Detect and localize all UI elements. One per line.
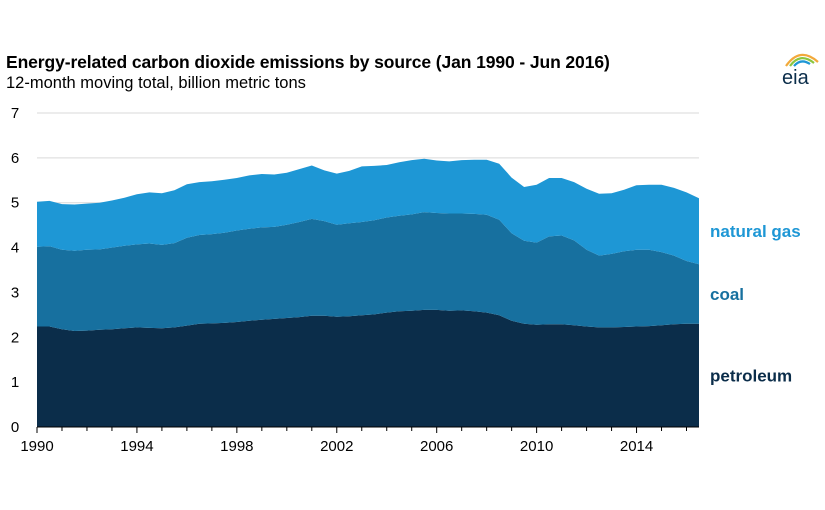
- area-natural-gas: [37, 158, 699, 265]
- y-tick-label: 4: [11, 240, 19, 257]
- logo-text: eia: [782, 67, 810, 88]
- y-tick-label: 2: [11, 329, 19, 346]
- area-coal: [37, 212, 699, 331]
- series-label-natural-gas: natural gas: [710, 222, 801, 241]
- y-tick-label: 5: [11, 195, 19, 212]
- y-tick-label: 7: [11, 105, 19, 122]
- y-tick-label: 6: [11, 150, 19, 167]
- y-tick-label: 3: [11, 284, 19, 301]
- area-petroleum: [37, 309, 699, 427]
- y-axis-ticks: 0 1 2 3 4 5 6 7: [11, 105, 19, 436]
- eia-logo: eia: [782, 53, 819, 88]
- series-label-petroleum: petroleum: [710, 366, 792, 385]
- x-tick-label: 1990: [20, 438, 53, 455]
- x-axis-ticks: 1990 1994 1998 2002 2006 2010 2014: [20, 427, 688, 455]
- chart-subtitle: 12-month moving total, billion metric to…: [6, 74, 306, 92]
- y-tick-label: 0: [11, 419, 19, 436]
- x-tick-label: 2010: [520, 438, 553, 455]
- series-label-coal: coal: [710, 285, 744, 304]
- x-tick-label: 2006: [420, 438, 453, 455]
- x-tick-label: 2002: [320, 438, 353, 455]
- series-areas: [37, 158, 699, 427]
- x-tick-label: 1998: [220, 438, 253, 455]
- y-tick-label: 1: [11, 374, 19, 391]
- series-labels: natural gas coal petroleum: [710, 222, 801, 385]
- x-tick-label: 1994: [120, 438, 153, 455]
- chart-title: Energy-related carbon dioxide emissions …: [6, 52, 610, 72]
- x-tick-label: 2014: [620, 438, 653, 455]
